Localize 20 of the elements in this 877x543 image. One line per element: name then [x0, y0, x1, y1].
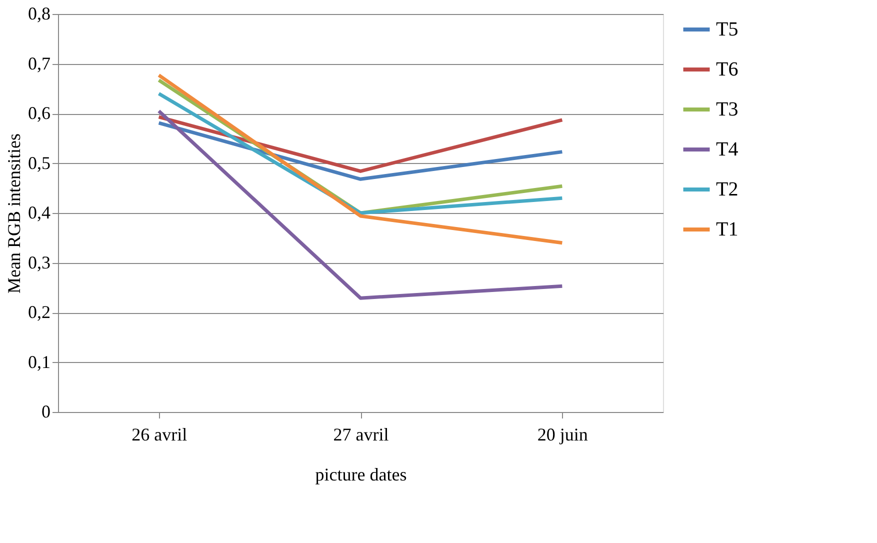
legend-label: T5	[716, 18, 738, 40]
x-axis-title: picture dates	[315, 464, 407, 484]
legend-label: T6	[716, 58, 738, 80]
legend-label: T2	[716, 178, 738, 200]
legend-label: T4	[716, 138, 738, 160]
y-tick-label: 0,1	[28, 352, 50, 372]
y-tick-label: 0,7	[28, 53, 50, 74]
y-tick-label: 0,5	[28, 152, 50, 173]
x-tick-label: 20 juin	[537, 424, 588, 444]
y-tick-label: 0,4	[28, 202, 50, 222]
y-tick-label: 0,8	[28, 4, 50, 24]
x-tick-label: 26 avril	[132, 424, 188, 444]
x-tick-label: 27 avril	[333, 424, 389, 444]
y-tick-label: 0,3	[28, 252, 50, 272]
y-tick-label: 0,2	[28, 302, 50, 322]
y-tick-label: 0,6	[28, 103, 50, 123]
y-tick-label: 0	[42, 402, 50, 422]
y-axis-title: Mean RGB intensities	[4, 134, 24, 294]
legend-label: T1	[716, 218, 738, 240]
legend-label: T3	[716, 98, 738, 120]
